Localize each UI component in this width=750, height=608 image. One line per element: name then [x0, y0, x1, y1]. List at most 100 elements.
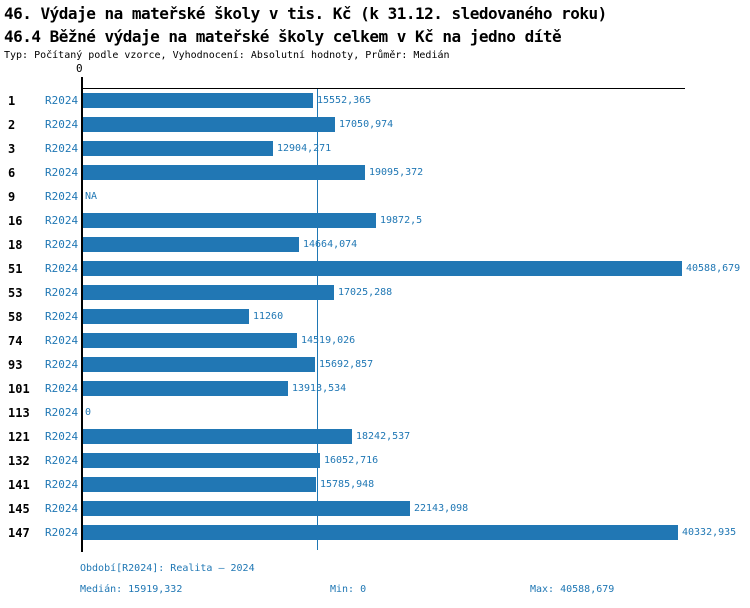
- y-axis-line: [81, 88, 83, 552]
- value-bar: [83, 381, 288, 396]
- chart-row: 141 R2024 15785,948: [0, 473, 750, 497]
- value-bar: [83, 333, 297, 348]
- row-category-label: 51: [8, 262, 23, 276]
- chart-row: 121 R2024 18242,537: [0, 425, 750, 449]
- bar-value-label: 19095,372: [369, 167, 424, 178]
- value-bar: [83, 285, 334, 300]
- row-series-label: R2024: [45, 238, 79, 251]
- value-bar: [83, 165, 365, 180]
- chart-row: 132 R2024 16052,716: [0, 449, 750, 473]
- bar-value-label: 0: [85, 407, 92, 418]
- bar-value-label: 11260: [253, 311, 284, 322]
- median-reference-line: [317, 89, 318, 550]
- bar-value-label: 15692,857: [319, 359, 374, 370]
- row-series-label: R2024: [45, 382, 79, 395]
- bar-value-label: 17050,974: [339, 119, 394, 130]
- row-category-label: 132: [8, 454, 30, 468]
- bar-value-label: 19872,5: [380, 215, 423, 226]
- value-bar: [83, 213, 376, 228]
- footer-min-label: Min: 0: [330, 584, 367, 595]
- value-bar: [83, 477, 316, 492]
- row-series-label: R2024: [45, 406, 79, 419]
- value-bar: [83, 453, 320, 468]
- chart-row: 18 R2024 14664,074: [0, 233, 750, 257]
- chart-row: 6 R2024 19095,372: [0, 161, 750, 185]
- chart-row: 51 R2024 40588,679: [0, 257, 750, 281]
- x-axis-zero-tick: [81, 77, 83, 88]
- bar-value-label: 16052,716: [324, 455, 379, 466]
- row-category-label: 9: [8, 190, 16, 204]
- row-category-label: 58: [8, 310, 23, 324]
- bar-value-label: 40588,679: [686, 263, 741, 274]
- bar-value-label: 15785,948: [320, 479, 375, 490]
- footer-period-label: Období[R2024]: Realita – 2024: [80, 563, 255, 574]
- chart-row: 147 R2024 40332,935: [0, 521, 750, 545]
- bar-value-label: 17025,288: [338, 287, 393, 298]
- row-series-label: R2024: [45, 502, 79, 515]
- row-series-label: R2024: [45, 430, 79, 443]
- chart-row: 2 R2024 17050,974: [0, 113, 750, 137]
- chart-row: 53 R2024 17025,288: [0, 281, 750, 305]
- row-category-label: 74: [8, 334, 23, 348]
- row-category-label: 113: [8, 406, 30, 420]
- footer-median-label: Medián: 15919,332: [80, 584, 183, 595]
- row-series-label: R2024: [45, 286, 79, 299]
- x-axis-line: [82, 88, 685, 89]
- bar-value-label: 22143,098: [414, 503, 469, 514]
- bar-value-label: 13913,534: [292, 383, 347, 394]
- footer-max-label: Max: 40588,679: [530, 584, 615, 595]
- value-bar: [83, 237, 299, 252]
- row-series-label: R2024: [45, 190, 79, 203]
- bar-value-label: 14519,026: [301, 335, 356, 346]
- value-bar: [83, 93, 313, 108]
- value-bar: [83, 261, 682, 276]
- chart-meta-line: Typ: Počítaný podle vzorce, Vyhodnocení:…: [4, 50, 450, 61]
- chart-row: 101 R2024 13913,534: [0, 377, 750, 401]
- row-series-label: R2024: [45, 262, 79, 275]
- row-category-label: 93: [8, 358, 23, 372]
- bar-value-label: 12904,271: [277, 143, 332, 154]
- row-category-label: 147: [8, 526, 30, 540]
- row-category-label: 121: [8, 430, 30, 444]
- bar-value-label: 40332,935: [682, 527, 737, 538]
- row-category-label: 18: [8, 238, 23, 252]
- bar-value-label: NA: [85, 191, 98, 202]
- value-bar: [83, 525, 678, 540]
- row-series-label: R2024: [45, 166, 79, 179]
- row-category-label: 145: [8, 502, 30, 516]
- chart-row: 113 R2024 0: [0, 401, 750, 425]
- x-axis-zero-tick-label: 0: [76, 62, 83, 75]
- row-series-label: R2024: [45, 334, 79, 347]
- chart-row: 3 R2024 12904,271: [0, 137, 750, 161]
- bar-value-label: 18242,537: [356, 431, 411, 442]
- row-series-label: R2024: [45, 214, 79, 227]
- chart-row: 1 R2024 15552,365: [0, 89, 750, 113]
- row-category-label: 3: [8, 142, 16, 156]
- row-series-label: R2024: [45, 94, 79, 107]
- chart-row: 145 R2024 22143,098: [0, 497, 750, 521]
- row-series-label: R2024: [45, 142, 79, 155]
- row-category-label: 2: [8, 118, 16, 132]
- chart-subtitle: 46.4 Běžné výdaje na mateřské školy celk…: [4, 27, 562, 46]
- row-series-label: R2024: [45, 478, 79, 491]
- row-category-label: 141: [8, 478, 30, 492]
- row-series-label: R2024: [45, 454, 79, 467]
- row-series-label: R2024: [45, 358, 79, 371]
- chart-title: 46. Výdaje na mateřské školy v tis. Kč (…: [4, 4, 607, 23]
- row-category-label: 16: [8, 214, 23, 228]
- value-bar: [83, 117, 335, 132]
- row-series-label: R2024: [45, 526, 79, 539]
- row-series-label: R2024: [45, 310, 79, 323]
- row-category-label: 53: [8, 286, 23, 300]
- chart-row: 9 R2024 NA: [0, 185, 750, 209]
- value-bar: [83, 429, 352, 444]
- bar-value-label: 15552,365: [317, 95, 372, 106]
- value-bar: [83, 309, 249, 324]
- row-category-label: 6: [8, 166, 16, 180]
- row-category-label: 101: [8, 382, 30, 396]
- row-category-label: 1: [8, 94, 16, 108]
- chart-row: 58 R2024 11260: [0, 305, 750, 329]
- value-bar: [83, 357, 315, 372]
